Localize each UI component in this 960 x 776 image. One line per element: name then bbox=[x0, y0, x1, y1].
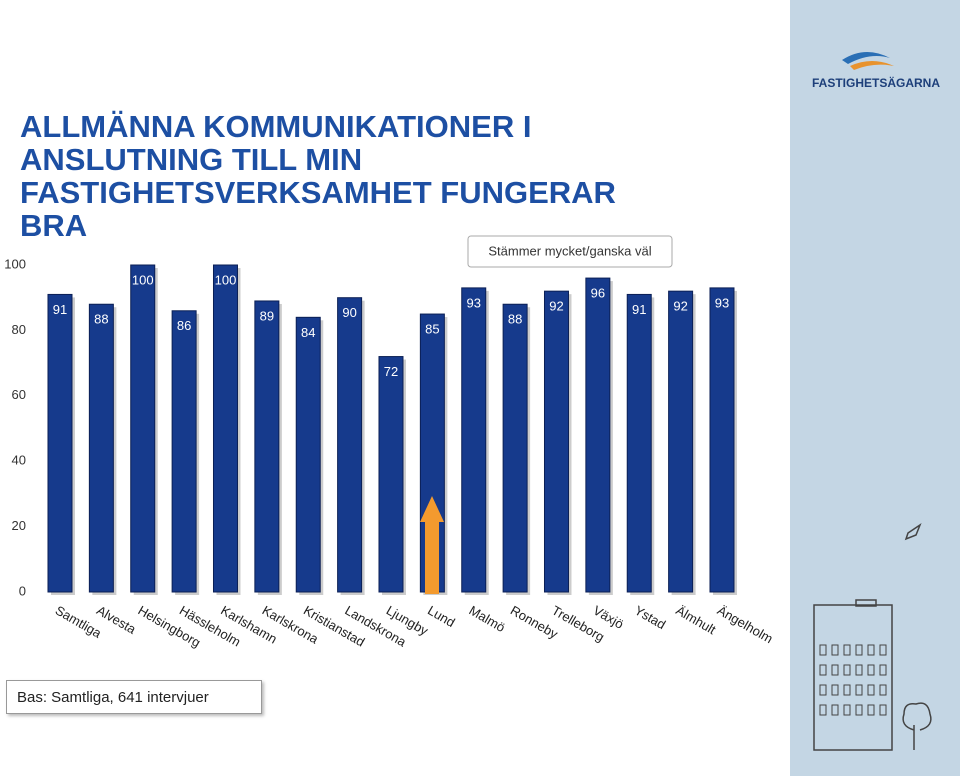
value-label: 88 bbox=[94, 312, 108, 327]
value-label: 85 bbox=[425, 321, 439, 336]
value-label: 84 bbox=[301, 325, 315, 340]
value-label: 90 bbox=[342, 305, 356, 320]
y-tick-label: 60 bbox=[12, 387, 26, 402]
arrow-head bbox=[420, 496, 444, 522]
bar bbox=[88, 303, 114, 593]
bar bbox=[502, 303, 528, 593]
bar bbox=[461, 287, 487, 593]
bar bbox=[543, 290, 569, 593]
bar bbox=[47, 293, 73, 593]
side-panel: FASTIGHETSÄGARNA bbox=[790, 0, 960, 776]
legend: Stämmer mycket/ganska väl bbox=[467, 235, 673, 268]
bar bbox=[295, 316, 321, 593]
y-tick-label: 20 bbox=[12, 518, 26, 533]
y-tick-label: 80 bbox=[12, 322, 26, 337]
y-tick-label: 100 bbox=[4, 256, 26, 271]
value-label: 89 bbox=[260, 308, 274, 323]
value-label: 100 bbox=[215, 272, 237, 287]
bar bbox=[171, 310, 197, 593]
side-art: FASTIGHETSÄGARNA bbox=[812, 51, 940, 751]
bar bbox=[709, 287, 735, 593]
x-tick-label: Samtliga bbox=[53, 603, 105, 642]
x-tick-label: Malmö bbox=[467, 603, 508, 635]
value-label: 91 bbox=[53, 302, 67, 317]
bar bbox=[130, 264, 156, 593]
value-label: 96 bbox=[591, 286, 605, 301]
bar bbox=[254, 300, 280, 593]
value-label: 86 bbox=[177, 318, 191, 333]
chart: Stämmer mycket/ganska väl 0 20 40 60 80 100 91… bbox=[4, 235, 776, 650]
bar bbox=[337, 297, 363, 593]
value-label: 93 bbox=[715, 295, 729, 310]
value-label: 92 bbox=[549, 299, 563, 314]
x-tick-label: Ystad bbox=[632, 603, 668, 633]
chart-title: ALLMÄNNA KOMMUNIKATIONER I ANSLUTNING TI… bbox=[20, 109, 616, 243]
x-tick-label: Ängelholm bbox=[715, 603, 776, 647]
y-tick-label: 40 bbox=[12, 453, 26, 468]
logo: FASTIGHETSÄGARNA bbox=[812, 75, 940, 90]
value-label: 100 bbox=[132, 272, 154, 287]
footnote: Bas: Samtliga, 641 intervjuer bbox=[6, 680, 262, 714]
value-label: 92 bbox=[673, 299, 687, 314]
y-tick-label: 0 bbox=[19, 583, 26, 598]
bar bbox=[378, 356, 404, 593]
legend-entry: Stämmer mycket/ganska väl bbox=[488, 243, 651, 258]
value-label: 72 bbox=[384, 364, 398, 379]
value-label: 88 bbox=[508, 312, 522, 327]
bar bbox=[585, 277, 611, 593]
arrow-shaft bbox=[425, 520, 439, 594]
legend-box bbox=[467, 235, 673, 268]
value-label: 91 bbox=[632, 302, 646, 317]
bar bbox=[212, 264, 238, 593]
value-label: 93 bbox=[467, 295, 481, 310]
bar bbox=[668, 290, 694, 593]
bar bbox=[626, 293, 652, 593]
x-tick-label: Älmhult bbox=[673, 603, 718, 638]
